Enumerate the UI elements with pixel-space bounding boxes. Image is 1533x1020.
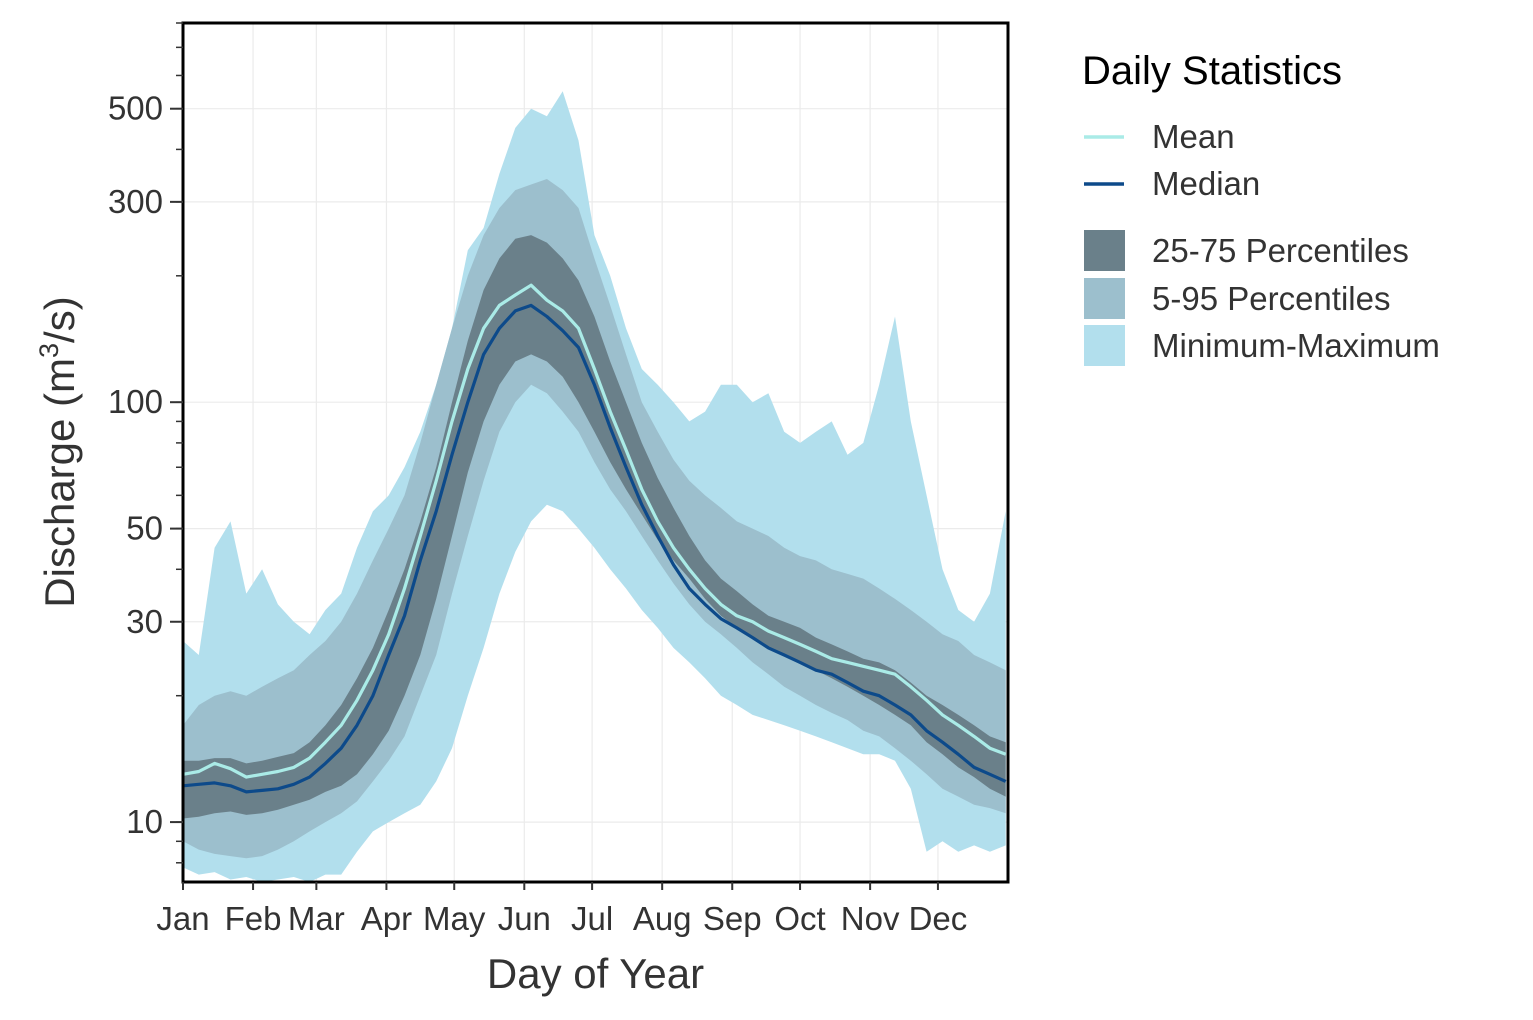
x-tick-label: Mar	[288, 900, 345, 937]
legend-label: Mean	[1152, 118, 1235, 155]
legend-key-minimum-maximum	[1084, 325, 1125, 366]
legend-items: Mean Median 25-75 Percentiles 5-95 Percenti…	[1084, 118, 1440, 366]
y-axis-title-prefix: Discharge (m	[36, 358, 83, 608]
y-tick-label: 100	[108, 383, 163, 420]
x-tick-label: Jan	[156, 900, 209, 937]
legend-item-mean: Mean	[1084, 118, 1235, 155]
legend-label: Minimum-Maximum	[1152, 327, 1440, 364]
legend-label: Median	[1152, 165, 1260, 202]
x-axis-title: Day of Year	[487, 950, 704, 997]
legend-item-minimum-maximum: Minimum-Maximum	[1084, 325, 1440, 366]
y-tick-label: 50	[126, 510, 163, 547]
y-axis-title: Discharge (m3/s)	[34, 296, 83, 607]
x-tick-label: Jul	[571, 900, 613, 937]
x-tick-label: Dec	[909, 900, 968, 937]
y-axis-title-suffix: /s)	[36, 296, 83, 343]
x-tick-label: Feb	[225, 900, 282, 937]
x-tick-label: Nov	[841, 900, 900, 937]
y-axis: 10 30 50 100 300 500	[108, 22, 183, 864]
legend-item-median: Median	[1084, 165, 1260, 202]
x-tick-label: Sep	[703, 900, 762, 937]
y-tick-label: 500	[108, 90, 163, 127]
legend-key-5-95-percentiles	[1084, 278, 1125, 319]
x-tick-label: Oct	[774, 900, 825, 937]
legend-title: Daily Statistics	[1082, 49, 1342, 93]
lines	[182, 283, 1007, 794]
x-axis: Jan Feb Mar Apr May Jun Jul Aug Sep Oct Nov Dec	[156, 882, 967, 937]
legend-label: 5-95 Percentiles	[1152, 280, 1390, 317]
y-tick-label: 10	[126, 803, 163, 840]
y-axis-title-superscript: 3	[34, 343, 64, 358]
bands	[183, 91, 1006, 883]
panel-border	[181, 21, 1010, 884]
y-tick-label: 30	[126, 603, 163, 640]
legend: Daily Statistics Mean Median 25-75 Percent…	[1082, 49, 1440, 366]
x-tick-label: May	[423, 900, 486, 937]
y-tick-label: 300	[108, 183, 163, 220]
legend-key-25-75-percentiles	[1084, 230, 1125, 271]
plot-panel	[181, 21, 1010, 884]
x-tick-label: Aug	[633, 900, 692, 937]
legend-label: 25-75 Percentiles	[1152, 232, 1409, 269]
legend-item-25-75-percentiles: 25-75 Percentiles	[1084, 230, 1409, 271]
line-median	[182, 303, 1007, 794]
band-25-75-percentiles	[183, 235, 1006, 819]
x-tick-label: Apr	[361, 900, 412, 937]
x-tick-label: Jun	[498, 900, 551, 937]
legend-item-5-95-percentiles: 5-95 Percentiles	[1084, 278, 1390, 319]
line-mean	[182, 283, 1007, 779]
